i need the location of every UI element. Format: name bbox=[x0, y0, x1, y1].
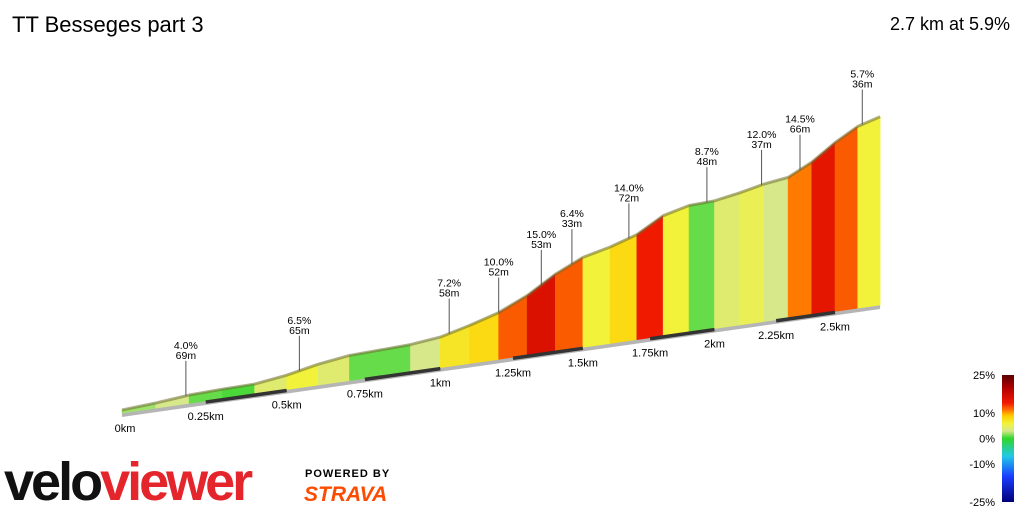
annotation-gradient: 7.2% bbox=[437, 278, 461, 290]
annotation-length: 48m bbox=[697, 156, 718, 168]
x-tick-label: 1.25km bbox=[495, 367, 531, 379]
gradient-strip bbox=[834, 125, 859, 312]
x-tick-label: 2km bbox=[704, 339, 725, 351]
colorbar-label: 10% bbox=[973, 408, 995, 420]
tick-bar bbox=[649, 327, 715, 341]
annotation-gradient: 14.0% bbox=[614, 182, 644, 194]
colorbar-label: -25% bbox=[969, 497, 995, 509]
gradient-strip bbox=[739, 183, 765, 326]
x-tick-label: 0.5km bbox=[272, 400, 302, 412]
annotation-gradient: 8.7% bbox=[695, 146, 719, 158]
gradient-strip bbox=[787, 161, 813, 319]
annotation-gradient: 6.4% bbox=[560, 208, 584, 220]
logo[interactable]: veloviewer bbox=[4, 452, 256, 512]
annotation-length: 53m bbox=[531, 239, 552, 251]
powered-by[interactable]: POWERED BY bbox=[305, 468, 390, 480]
annotation-length: 52m bbox=[488, 267, 509, 279]
tick-bar bbox=[512, 346, 584, 361]
gradient-strip bbox=[286, 363, 319, 390]
logo-end[interactable]: viewer bbox=[100, 452, 256, 512]
colorbar-label: 0% bbox=[979, 434, 995, 446]
gradient-strip bbox=[714, 192, 740, 329]
strava-badge[interactable]: POWERED BY STRAVA bbox=[304, 468, 390, 506]
chart-title: TT Besseges part 3 bbox=[12, 12, 204, 37]
annotation-length: 69m bbox=[176, 350, 197, 362]
annotation-length: 65m bbox=[289, 325, 310, 337]
x-tick-label: 1.75km bbox=[632, 348, 668, 360]
annotation-gradient: 6.5% bbox=[287, 315, 311, 327]
annotation-length: 72m bbox=[619, 192, 640, 204]
gradient-strip bbox=[811, 141, 836, 316]
annotations: 4.0%69m 6.5%65m 7.2%58m 10.0%52m 15.0%53m 6.4… bbox=[174, 68, 874, 396]
annotation-gradient: 15.0% bbox=[526, 229, 556, 241]
logo-text[interactable]: veloviewer bbox=[4, 452, 256, 512]
gradient-strip bbox=[662, 205, 690, 337]
gradient-strip bbox=[857, 116, 881, 309]
x-tick-label: 0.75km bbox=[347, 388, 383, 400]
annotation-length: 66m bbox=[790, 124, 811, 136]
annotation-length: 33m bbox=[562, 218, 583, 230]
tick-bar bbox=[364, 366, 441, 382]
chart-subtitle: 2.7 km at 5.9% bbox=[890, 14, 1010, 34]
colorbar: 25% 10% 0% -10% -25% bbox=[969, 370, 1014, 509]
annotation-gradient: 14.5% bbox=[785, 114, 815, 126]
gradient-strip bbox=[609, 234, 638, 344]
gradient-strip bbox=[636, 215, 664, 340]
annotation-length: 58m bbox=[439, 288, 460, 300]
annotation-length: 37m bbox=[751, 139, 772, 151]
annotation-gradient: 5.7% bbox=[850, 68, 874, 80]
x-tick-label: 0.25km bbox=[188, 411, 224, 423]
colorbar-scale bbox=[1002, 375, 1014, 502]
annotation-length: 36m bbox=[852, 78, 873, 90]
annotation-gradient: 4.0% bbox=[174, 340, 198, 352]
x-tick-label: 1.5km bbox=[568, 357, 598, 369]
gradient-strip bbox=[582, 246, 611, 348]
annotation-gradient: 12.0% bbox=[747, 129, 777, 141]
distance-axis: 0km 0.25km 0.5km 0.75km 1km 1.25km 1.5km 1.75km… bbox=[115, 310, 850, 435]
tick-bar bbox=[205, 388, 287, 404]
logo-start[interactable]: velo bbox=[4, 452, 104, 512]
strava-logo[interactable]: STRAVA bbox=[304, 483, 387, 506]
profile-top bbox=[121, 115, 881, 412]
tick-bar bbox=[775, 310, 836, 323]
x-tick-label: 1km bbox=[430, 378, 451, 390]
gradient-strip bbox=[763, 176, 789, 322]
annotation-gradient: 10.0% bbox=[484, 257, 514, 269]
x-tick-label: 2.5km bbox=[820, 321, 850, 333]
x-tick-label: 0km bbox=[115, 423, 136, 435]
gradient-strip bbox=[688, 200, 715, 333]
colorbar-label: -10% bbox=[969, 459, 995, 471]
colorbar-label: 25% bbox=[973, 370, 995, 382]
x-tick-label: 2.25km bbox=[758, 330, 794, 342]
